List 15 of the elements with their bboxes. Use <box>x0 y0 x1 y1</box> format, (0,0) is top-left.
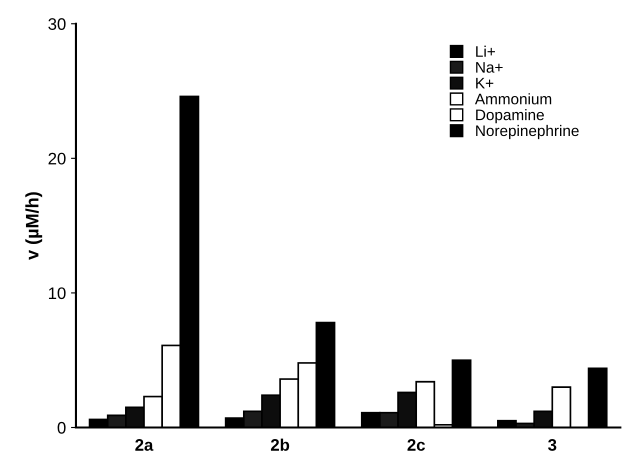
legend-label: Li+ <box>476 46 495 57</box>
y-axis-title: v (µM/h) <box>25 192 42 260</box>
x-tick-label: 2b <box>270 438 290 451</box>
y-tick-label: 0 <box>58 422 66 434</box>
legend-label: Dopamine <box>476 109 544 124</box>
legend-label: Ammonium <box>474 93 552 104</box>
y-tick-label: 20 <box>48 152 66 165</box>
x-tick-label: 3 <box>548 439 556 451</box>
y-tick-label: 10 <box>48 287 66 300</box>
legend-label: Norepinephrine <box>476 124 579 140</box>
x-tick-label: 2c <box>408 439 425 451</box>
x-tick-label: 2a <box>135 439 154 451</box>
y-tick-label: 30 <box>48 18 66 30</box>
legend-label: Na+ <box>476 62 503 73</box>
legend-label: K+ <box>476 78 494 88</box>
